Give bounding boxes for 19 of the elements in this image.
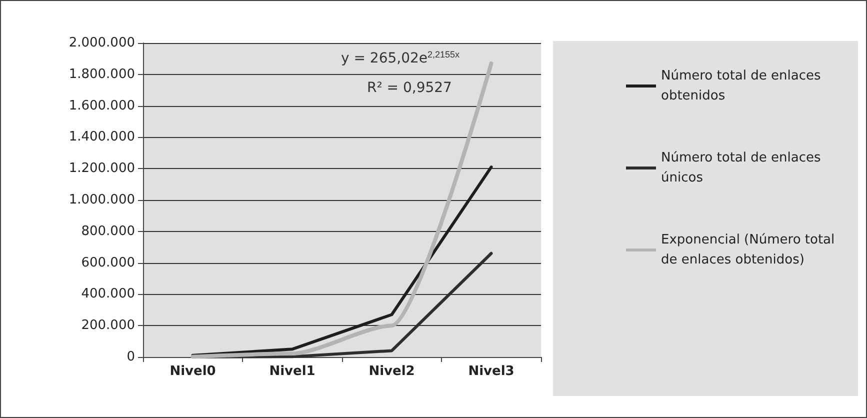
y-tick-label: 1.400.000 bbox=[68, 130, 135, 145]
annotation: R² = 0,9527 bbox=[367, 80, 452, 96]
y-tick-label: 1.200.000 bbox=[68, 161, 135, 176]
legend-label: Número total de enlaces únicos bbox=[661, 150, 825, 186]
legend-label: Exponencial (Número total de enlaces obtenidos) bbox=[661, 232, 839, 268]
x-tick-label: Nivel0 bbox=[170, 364, 216, 379]
y-tick-label: 1.800.000 bbox=[68, 66, 135, 82]
x-tick-label: Nivel1 bbox=[269, 364, 316, 379]
y-tick-label: 1.000.000 bbox=[68, 192, 135, 208]
y-tick-label: 2.000.000 bbox=[68, 36, 135, 50]
x-tick-label: Nivel3 bbox=[468, 364, 514, 379]
y-tick-label: 600.000 bbox=[81, 255, 135, 270]
y-tick-label: 200.000 bbox=[81, 318, 135, 334]
y-tick-label: 800.000 bbox=[81, 224, 135, 239]
legend-label: Número total de enlaces obtenidos bbox=[661, 68, 825, 104]
y-tick-label: 0 bbox=[126, 350, 135, 364]
y-tick-label: 1.600.000 bbox=[68, 98, 135, 114]
y-tick-label: 400.000 bbox=[81, 286, 135, 302]
x-tick-label: Nivel2 bbox=[368, 364, 415, 379]
